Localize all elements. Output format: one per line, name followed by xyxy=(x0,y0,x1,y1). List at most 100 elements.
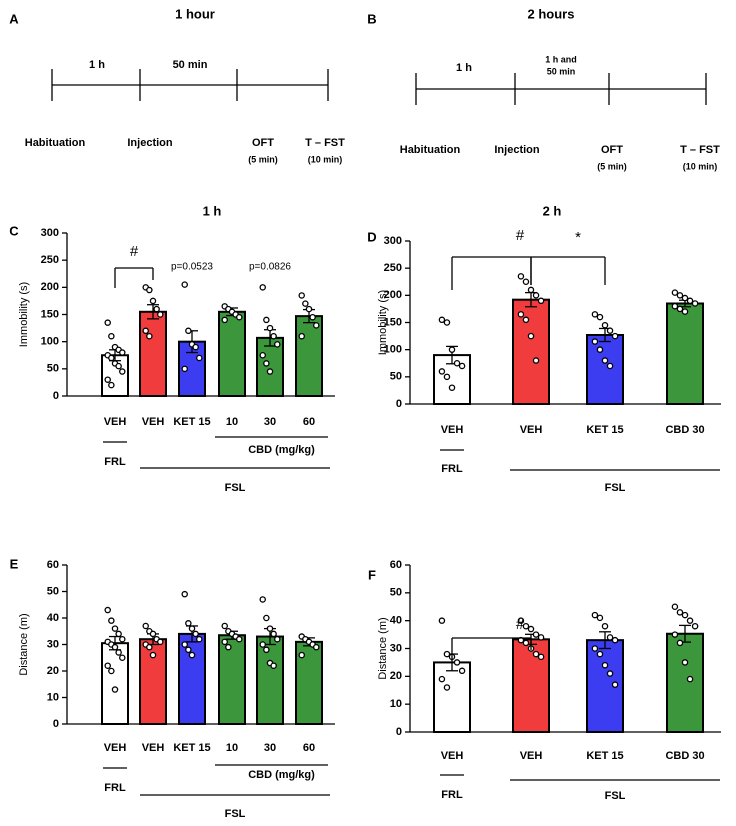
data-point xyxy=(108,332,115,340)
data-point xyxy=(104,662,111,669)
data-point xyxy=(448,346,456,353)
group-label: CBD (mg/kg) xyxy=(248,769,315,781)
y-tick-label: 50 xyxy=(390,587,402,599)
data-point xyxy=(671,631,679,638)
data-point xyxy=(676,305,684,313)
x-tick-label: KET 15 xyxy=(173,416,210,428)
y-tick-label: 10 xyxy=(390,698,402,710)
data-point xyxy=(263,646,270,654)
timeline-title: 1 hour xyxy=(175,6,215,21)
y-tick-label: 100 xyxy=(384,344,402,356)
data-point xyxy=(298,292,305,299)
data-point xyxy=(270,332,277,340)
x-tick-label: VEH xyxy=(441,424,464,436)
x-tick-label: CBD 30 xyxy=(665,424,704,436)
panel-letter: A xyxy=(9,11,19,26)
data-point xyxy=(196,635,203,643)
data-point xyxy=(146,643,153,651)
data-point xyxy=(142,622,149,630)
x-tick-label: VEH xyxy=(142,416,165,428)
y-tick-label: 40 xyxy=(47,612,59,624)
data-point xyxy=(448,384,456,391)
data-point xyxy=(517,273,525,280)
data-point xyxy=(115,649,122,656)
data-point xyxy=(263,614,270,622)
group-label: FSL xyxy=(225,808,246,820)
data-point xyxy=(611,681,619,688)
x-tick-label: 10 xyxy=(226,416,238,428)
y-tick-label: 30 xyxy=(390,642,402,654)
panel-letter: E xyxy=(10,556,19,571)
data-point xyxy=(111,686,119,693)
data-point xyxy=(149,297,157,305)
interval-label: 50 min xyxy=(547,66,576,76)
data-point xyxy=(517,617,525,624)
x-tick-label: KET 15 xyxy=(173,742,210,754)
x-tick-label: CBD 30 xyxy=(665,750,704,762)
x-tick-label: 30 xyxy=(264,416,276,428)
data-point xyxy=(225,643,232,651)
y-tick-label: 30 xyxy=(47,638,59,650)
data-point xyxy=(443,684,451,691)
event-label: Habituation xyxy=(400,144,461,156)
data-point xyxy=(313,322,320,329)
data-point xyxy=(221,622,228,630)
data-point xyxy=(108,617,115,624)
data-point xyxy=(142,327,149,335)
data-point xyxy=(522,622,530,630)
data-point xyxy=(188,625,196,632)
annotation: p=0.0826 xyxy=(249,262,291,273)
data-point xyxy=(236,635,243,643)
data-point xyxy=(606,362,614,370)
x-tick-label: 10 xyxy=(226,742,238,754)
data-point xyxy=(691,622,699,630)
data-point xyxy=(149,630,157,638)
bar xyxy=(512,638,550,733)
data-point xyxy=(119,349,126,356)
chart-title: 2 h xyxy=(543,203,562,218)
data-point xyxy=(181,641,188,648)
data-point xyxy=(611,332,619,340)
data-point xyxy=(522,639,530,647)
data-point xyxy=(259,284,266,291)
panel-letter: D xyxy=(367,229,376,244)
data-point xyxy=(157,638,164,646)
data-point xyxy=(302,300,309,307)
data-point xyxy=(537,653,545,661)
data-point xyxy=(522,278,530,285)
y-tick-label: 10 xyxy=(47,691,59,703)
x-tick-label: VEH xyxy=(441,750,464,762)
data-point xyxy=(188,651,196,659)
interval-label: 1 h xyxy=(89,59,105,71)
data-point xyxy=(259,596,266,603)
data-point xyxy=(221,316,228,324)
y-axis-label: Distance (m) xyxy=(18,613,30,675)
data-point xyxy=(606,327,614,334)
data-point xyxy=(270,662,277,669)
event-duration: (10 min) xyxy=(308,154,343,164)
x-tick-label: VEH xyxy=(520,750,543,762)
data-point xyxy=(458,362,466,370)
data-point xyxy=(601,321,609,329)
data-point xyxy=(591,311,599,318)
data-point xyxy=(601,622,609,630)
data-point xyxy=(453,359,461,367)
annotation: * xyxy=(575,229,581,246)
data-point xyxy=(527,286,535,294)
panel-letter: F xyxy=(368,567,376,582)
group-label: FRL xyxy=(441,789,463,801)
data-point xyxy=(527,625,535,633)
y-tick-label: 20 xyxy=(390,670,402,682)
data-point xyxy=(596,614,604,622)
data-point xyxy=(522,316,530,324)
data-point xyxy=(108,667,115,675)
bar xyxy=(295,315,323,398)
y-tick-label: 150 xyxy=(41,308,59,320)
data-point xyxy=(119,368,126,375)
x-tick-label: KET 15 xyxy=(586,750,623,762)
x-tick-label: 30 xyxy=(264,742,276,754)
y-tick-label: 40 xyxy=(390,615,402,627)
data-point xyxy=(263,316,270,324)
x-tick-label: VEH xyxy=(142,742,165,754)
interval-label: 50 min xyxy=(173,59,208,71)
